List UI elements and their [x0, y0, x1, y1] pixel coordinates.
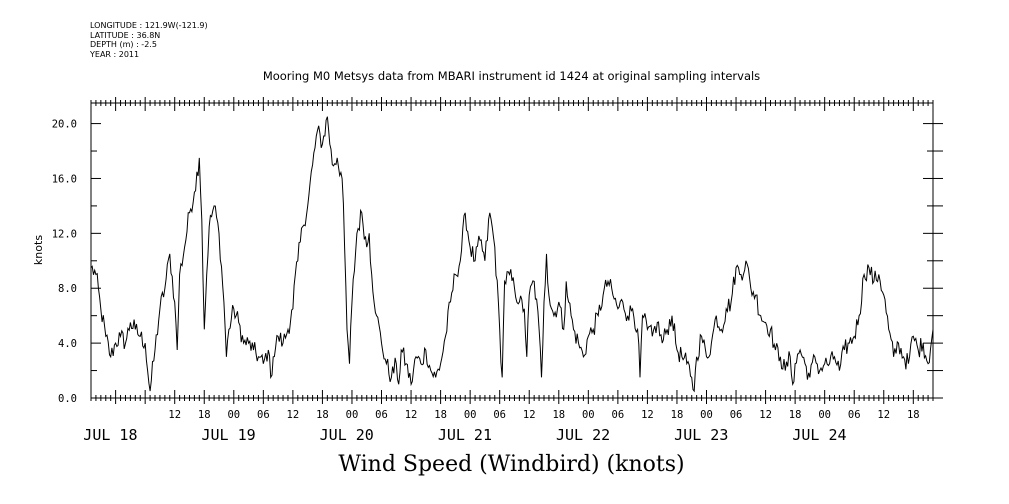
x-tick-label: 18 [907, 409, 920, 421]
label-layer: 0.0 4.0 8.0 12.0 16.0 20.0 knots 12 18 00 06 12 18 00… [32, 119, 920, 444]
tick-layer [90, 97, 943, 404]
x-day-label: JUL 18 [83, 426, 137, 444]
chart-title: Mooring M0 Metsys data from MBARI instru… [262, 69, 761, 83]
latitude-text: LATITUDE : 36.8N [90, 30, 161, 40]
x-day-label: JUL 23 [674, 426, 728, 444]
x-tick-label: 12 [759, 409, 772, 421]
y-axis-label: knots [32, 235, 45, 265]
x-day-label: JUL 21 [438, 426, 492, 444]
x-tick-label: 12 [523, 409, 536, 421]
x-day-label: JUL 20 [320, 426, 374, 444]
x-tick-label: 12 [405, 409, 418, 421]
longitude-text: LONGITUDE : 121.9W(-121.9) [90, 21, 208, 30]
x-tick-label: 00 [818, 409, 831, 421]
depth-text: DEPTH (m) : -2.5 [90, 40, 157, 49]
x-tick-label: 06 [493, 409, 506, 421]
x-tick-label: 00 [227, 409, 240, 421]
x-tick-label: 06 [257, 409, 270, 421]
x-tick-label: 00 [464, 409, 477, 421]
x-tick-label: 06 [848, 409, 861, 421]
y-tick-label: 4.0 [58, 338, 77, 350]
y-tick-label: 0.0 [58, 393, 77, 405]
x-tick-label: 00 [700, 409, 713, 421]
x-tick-label: 18 [789, 409, 802, 421]
y-tick-label: 16.0 [52, 173, 77, 185]
x-tick-label: 12 [641, 409, 654, 421]
x-tick-label: 18 [434, 409, 447, 421]
x-day-label: JUL 19 [201, 426, 255, 444]
x-tick-label: 12 [877, 409, 890, 421]
year-text: YEAR : 2011 [90, 49, 140, 59]
x-tick-label: 12 [287, 409, 300, 421]
x-tick-label: 06 [375, 409, 388, 421]
x-tick-label: 06 [730, 409, 743, 421]
x-tick-label: 18 [316, 409, 329, 421]
x-tick-label: 12 [168, 409, 181, 421]
y-tick-label: 8.0 [58, 283, 77, 295]
x-axis-label: Wind Speed (Windbird) (knots) [338, 452, 685, 477]
series-line [90, 116, 934, 393]
x-tick-label: 18 [552, 409, 565, 421]
metadata-block: LONGITUDE : 121.9W(-121.9) LATITUDE : 36… [90, 21, 208, 59]
x-tick-label: 18 [198, 409, 211, 421]
plot-frame [90, 102, 934, 399]
x-tick-label: 18 [671, 409, 684, 421]
x-tick-label: 06 [612, 409, 625, 421]
x-tick-label: 00 [582, 409, 595, 421]
x-day-label: JUL 22 [556, 426, 610, 444]
axes-layer [90, 102, 934, 399]
y-tick-label: 20.0 [52, 119, 77, 131]
x-day-label: JUL 24 [792, 426, 846, 444]
x-tick-label: 00 [346, 409, 359, 421]
y-tick-label: 12.0 [52, 228, 77, 240]
